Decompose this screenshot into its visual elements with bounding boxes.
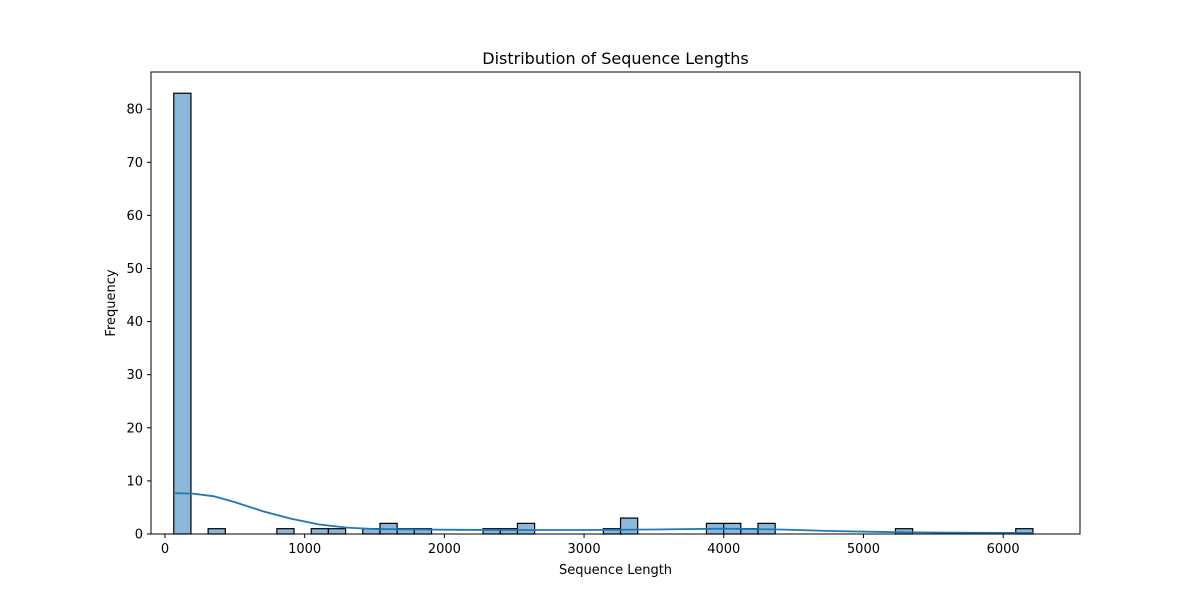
- histogram-bar: [276, 528, 295, 535]
- plot-frame: [150, 71, 1081, 535]
- histogram-bar: [619, 517, 639, 535]
- histogram-bar: [207, 528, 226, 535]
- y-tick-label: 50: [126, 262, 143, 277]
- x-tick-label: 2000: [428, 542, 461, 557]
- y-tick-label: 60: [126, 209, 143, 224]
- histogram-bar: [310, 528, 330, 535]
- x-tick-label: 3000: [568, 542, 601, 557]
- y-tick-label: 20: [126, 421, 143, 436]
- x-tick-label: 5000: [847, 542, 880, 557]
- kde-layer: [173, 492, 1033, 534]
- x-tick-label: 0: [161, 542, 169, 557]
- chart-title: Distribution of Sequence Lengths: [482, 49, 748, 68]
- x-axis-label: Sequence Length: [559, 563, 672, 578]
- x-tick-label: 1000: [288, 542, 321, 557]
- y-tick-label: 0: [135, 528, 143, 543]
- y-tick-label: 80: [126, 103, 143, 118]
- y-axis-ticks: 0 10 20 30 40 50 60 70 80: [126, 103, 151, 543]
- y-tick-label: 70: [126, 156, 143, 171]
- kde-curve: [173, 492, 1033, 534]
- x-axis-ticks: 0 1000 2000 3000 4000 5000 6000: [161, 534, 1020, 557]
- x-tick-label: 4000: [707, 542, 740, 557]
- y-tick-label: 30: [126, 368, 143, 383]
- y-tick-label: 10: [126, 474, 143, 489]
- y-tick-label: 40: [126, 315, 143, 330]
- y-axis-label: Frequency: [104, 269, 119, 336]
- histogram-bar: [516, 522, 536, 535]
- x-tick-label: 6000: [987, 542, 1020, 557]
- histogram-bar: [173, 92, 192, 535]
- histogram-bar: [327, 528, 347, 535]
